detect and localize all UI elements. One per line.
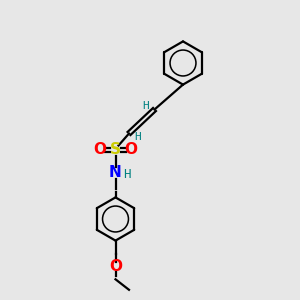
Text: H: H	[123, 167, 131, 181]
Text: N: N	[109, 165, 122, 180]
Text: H: H	[143, 101, 149, 111]
Text: O: O	[124, 142, 138, 158]
Text: O: O	[93, 142, 106, 158]
Text: S: S	[110, 142, 121, 158]
Text: O: O	[109, 259, 122, 274]
Text: H: H	[134, 131, 141, 142]
